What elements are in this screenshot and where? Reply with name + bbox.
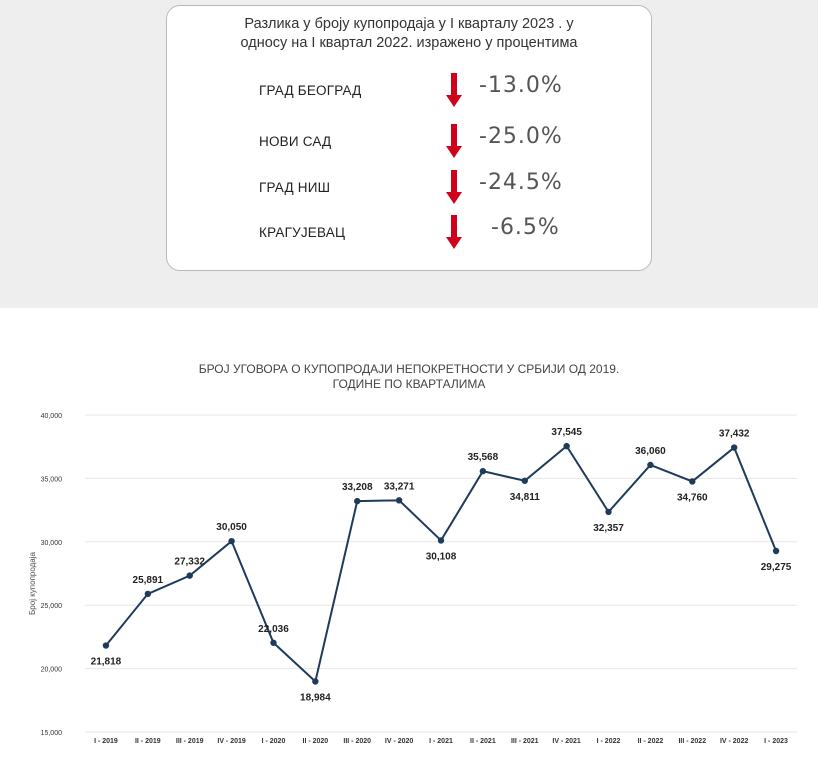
change-value: -13.0% xyxy=(479,73,563,98)
data-label: 34,760 xyxy=(677,492,708,503)
change-value: -6.5% xyxy=(491,215,560,240)
x-tick-label: III - 2022 xyxy=(678,738,706,745)
y-tick-label: 25,000 xyxy=(41,603,63,610)
data-point xyxy=(521,477,528,484)
summary-card: Разлика у броју купопродаја у I кварталу… xyxy=(166,5,652,271)
data-label: 35,568 xyxy=(468,452,499,463)
card-title-line-2: односу на I квартал 2022. изражено у про… xyxy=(240,35,578,51)
data-label: 18,984 xyxy=(300,692,331,703)
city-label: КРАГУЈЕВАЦ xyxy=(259,225,346,240)
x-tick-label: III - 2019 xyxy=(176,738,204,745)
x-tick-label: I - 2022 xyxy=(597,738,621,745)
y-tick-label: 40,000 xyxy=(41,413,63,420)
down-arrow-icon xyxy=(446,73,462,107)
data-point xyxy=(228,537,235,545)
data-label: 27,332 xyxy=(174,557,205,568)
x-tick-label: IV - 2019 xyxy=(217,738,246,745)
chart-title-line-2: ГОДИНЕ ПО КВАРТАЛИМА xyxy=(332,377,486,391)
change-value: -24.5% xyxy=(479,170,563,195)
city-label: ГРАД БЕОГРАД xyxy=(259,83,362,98)
data-label: 37,432 xyxy=(719,429,750,440)
x-tick-label: IV - 2021 xyxy=(552,738,581,745)
x-tick-label: II - 2021 xyxy=(470,738,496,745)
data-label: 25,891 xyxy=(133,575,164,586)
row-kragujevac: КРАГУЈЕВАЦ -6.5% xyxy=(167,213,651,253)
data-label: 34,811 xyxy=(510,492,540,503)
data-label: 29,275 xyxy=(761,562,792,573)
x-tick-label: I - 2019 xyxy=(94,738,118,745)
down-arrow-icon xyxy=(446,124,462,158)
card-title-line-1: Разлика у броју купопродаја у I кварталу… xyxy=(244,16,574,32)
y-axis-label: Број купопродаја xyxy=(28,551,37,614)
x-tick-label: IV - 2020 xyxy=(385,738,414,745)
y-tick-label: 30,000 xyxy=(41,540,63,547)
data-point xyxy=(186,572,193,579)
x-tick-label: I - 2023 xyxy=(764,738,788,745)
data-label: 30,050 xyxy=(216,522,247,533)
card-title: Разлика у броју купопродаја у I кварталу… xyxy=(167,15,651,53)
down-arrow-icon xyxy=(446,170,462,204)
data-point xyxy=(647,461,654,469)
data-label: 21,818 xyxy=(91,657,122,668)
change-value: -25.0% xyxy=(479,124,563,149)
x-tick-label: II - 2020 xyxy=(303,738,329,745)
city-label: ГРАД НИШ xyxy=(259,180,331,195)
data-point xyxy=(437,537,445,544)
data-point xyxy=(605,508,612,516)
line-chart: 15,000 20,000 25,000 30,000 35,000 40,000 Број… xyxy=(28,413,797,745)
data-point xyxy=(144,590,152,598)
x-tick-label: II - 2019 xyxy=(135,738,161,745)
data-label: 22,036 xyxy=(258,624,289,635)
data-point xyxy=(730,444,738,451)
data-point xyxy=(354,497,361,505)
data-point xyxy=(102,642,110,649)
x-tick-label: I - 2020 xyxy=(262,738,286,745)
chart-title: БРОЈ УГОВОРА О КУПОПРОДАЈИ НЕПОКРЕТНОСТИ… xyxy=(0,362,818,392)
data-label: 32,357 xyxy=(593,523,624,534)
y-tick-label: 20,000 xyxy=(41,667,63,674)
data-label: 33,208 xyxy=(342,482,373,493)
y-tick-label: 35,000 xyxy=(41,476,63,483)
row-novi-sad: НОВИ САД -25.0% xyxy=(167,122,651,162)
row-beograd: ГРАД БЕОГРАД -13.0% xyxy=(167,71,651,111)
row-nis: ГРАД НИШ -24.5% xyxy=(167,168,651,208)
data-point xyxy=(563,442,570,450)
data-point xyxy=(772,547,780,555)
data-point xyxy=(312,678,319,685)
data-label: 37,545 xyxy=(551,427,582,438)
chart-title-line-1: БРОЈ УГОВОРА О КУПОПРОДАЈИ НЕПОКРЕТНОСТИ… xyxy=(198,362,620,376)
x-tick-label: II - 2022 xyxy=(638,738,664,745)
data-point xyxy=(689,478,696,485)
data-label: 30,108 xyxy=(426,551,457,562)
data-label: 33,271 xyxy=(384,481,415,492)
data-point xyxy=(270,639,277,646)
series-line xyxy=(105,444,777,684)
city-label: НОВИ САД xyxy=(259,134,332,149)
x-tick-label: III - 2020 xyxy=(343,738,371,745)
x-tick-label: I - 2021 xyxy=(429,738,453,745)
x-tick-label: III - 2021 xyxy=(511,738,539,745)
data-point xyxy=(479,467,487,475)
y-tick-label: 15,000 xyxy=(41,730,63,737)
data-point xyxy=(395,497,403,504)
down-arrow-icon xyxy=(446,215,462,249)
x-tick-label: IV - 2022 xyxy=(720,738,749,745)
data-label: 36,060 xyxy=(635,446,666,457)
